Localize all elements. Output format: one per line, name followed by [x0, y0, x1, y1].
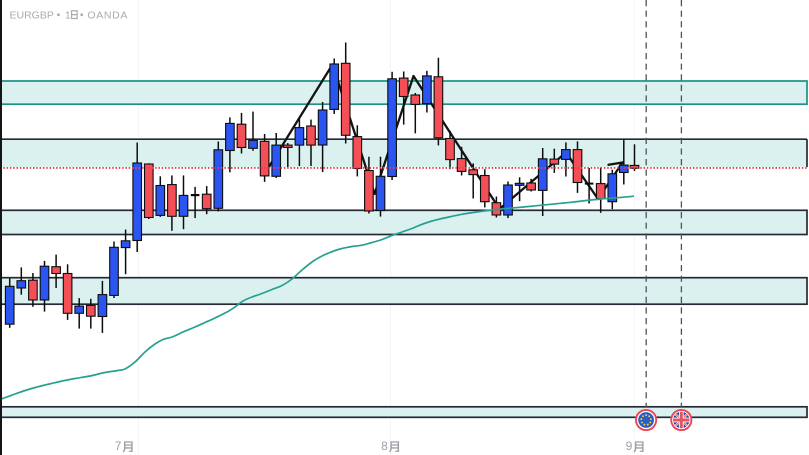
svg-text:8: 8	[381, 439, 388, 453]
svg-text:9: 9	[626, 439, 633, 453]
svg-text:OANDA: OANDA	[87, 9, 128, 21]
svg-text:7: 7	[115, 439, 122, 453]
svg-text:EURGBP: EURGBP	[10, 9, 54, 21]
svg-text:1: 1	[65, 9, 71, 21]
